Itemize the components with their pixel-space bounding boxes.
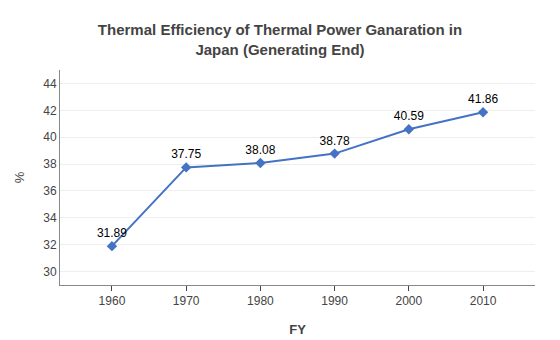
svg-text:1970: 1970 [173, 294, 200, 308]
svg-text:%: % [12, 171, 27, 183]
svg-text:44: 44 [43, 77, 57, 91]
svg-text:1960: 1960 [99, 294, 126, 308]
svg-text:31.89: 31.89 [97, 226, 127, 240]
svg-text:Thermal Efficiency of Thermal: Thermal Efficiency of Thermal Power Gana… [98, 21, 462, 58]
svg-text:34: 34 [43, 211, 57, 225]
svg-text:38: 38 [43, 157, 57, 171]
svg-text:38.08: 38.08 [245, 143, 275, 157]
svg-text:32: 32 [43, 238, 57, 252]
svg-text:FY: FY [289, 322, 306, 337]
svg-text:38.78: 38.78 [320, 134, 350, 148]
svg-text:41.86: 41.86 [468, 92, 498, 106]
svg-text:2000: 2000 [395, 294, 422, 308]
svg-text:37.75: 37.75 [171, 147, 201, 161]
svg-text:1990: 1990 [321, 294, 348, 308]
svg-text:2010: 2010 [470, 294, 497, 308]
svg-text:30: 30 [43, 265, 57, 279]
svg-text:1980: 1980 [247, 294, 274, 308]
svg-text:36: 36 [43, 184, 57, 198]
svg-text:42: 42 [43, 104, 57, 118]
svg-text:40: 40 [43, 130, 57, 144]
svg-text:40.59: 40.59 [394, 109, 424, 123]
